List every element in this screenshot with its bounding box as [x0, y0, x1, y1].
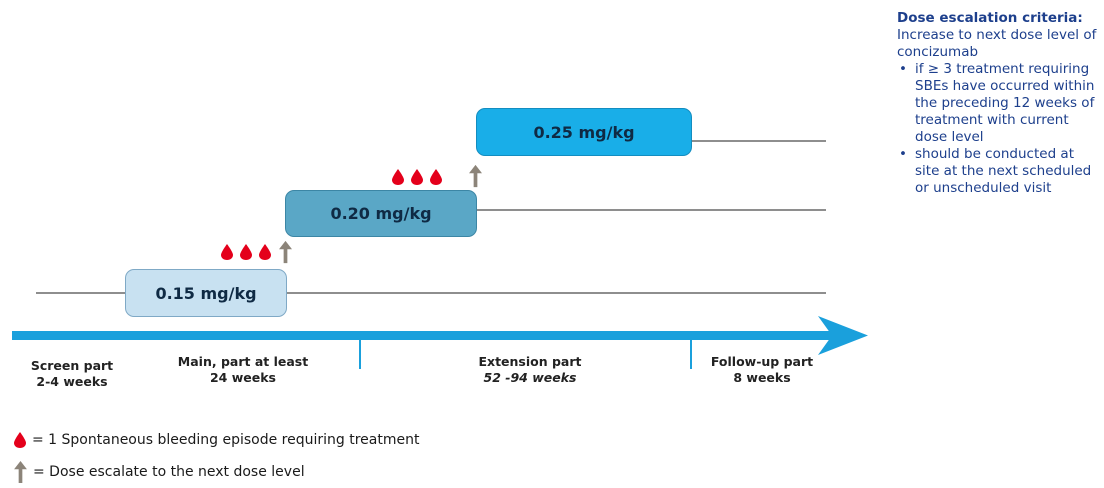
criteria-title: Dose escalation criteria: — [897, 10, 1083, 26]
timeline-tick-extension-end — [690, 335, 692, 369]
bleeding-drop-icon — [392, 169, 404, 185]
dose-box-025-label: 0.25 mg/kg — [533, 122, 635, 142]
phase-extension-duration: 52 -94 weeks — [483, 370, 577, 385]
escalation-arrow-icon — [469, 164, 482, 188]
dose-box-025: 0.25 mg/kg — [476, 108, 692, 156]
bleeding-drop-icon — [411, 169, 423, 185]
phase-main: Main, part at least 24 weeks — [168, 354, 318, 386]
dose-box-015-label: 0.15 mg/kg — [155, 283, 257, 303]
phase-main-duration: 24 weeks — [209, 370, 276, 385]
dose-level-2-line — [476, 209, 826, 211]
bleeding-drop-icon — [240, 244, 252, 260]
legend-drop-icon — [14, 432, 26, 448]
phase-extension: Extension part 52 -94 weeks — [455, 354, 605, 386]
legend-bleeding-text: = 1 Spontaneous bleeding episode requiri… — [32, 432, 420, 448]
phase-followup: Follow-up part 8 weeks — [692, 354, 832, 386]
phase-extension-title: Extension part — [478, 354, 582, 369]
phase-screen-title: Screen part — [30, 358, 114, 373]
criteria-bullet: should be conducted at site at the next … — [899, 146, 1102, 197]
timeline-tick-main-end — [359, 335, 361, 369]
criteria-subtitle: Increase to next dose level of concizuma… — [897, 27, 1097, 60]
criteria-list: if ≥ 3 treatment requiring SBEs have occ… — [897, 61, 1102, 197]
phase-followup-title: Follow-up part — [710, 354, 814, 369]
escalation-arrow-icon — [279, 240, 292, 264]
phase-screen: Screen part 2-4 weeks — [22, 358, 122, 390]
dose-escalation-criteria: Dose escalation criteria: Increase to ne… — [897, 10, 1102, 197]
dose-level-3-line — [692, 140, 826, 142]
legend-escalation: = Dose escalate to the next dose level — [14, 461, 305, 483]
bleeding-drop-icon — [221, 244, 233, 260]
bleeding-drop-icon — [430, 169, 442, 185]
legend-bleeding: = 1 Spontaneous bleeding episode requiri… — [14, 432, 419, 448]
phase-main-title: Main, part at least — [177, 354, 309, 369]
dose-box-015: 0.15 mg/kg — [125, 269, 287, 317]
phase-followup-duration: 8 weeks — [733, 370, 791, 385]
legend-escalation-text: = Dose escalate to the next dose level — [33, 464, 305, 480]
criteria-bullet: if ≥ 3 treatment requiring SBEs have occ… — [899, 61, 1102, 146]
timeline-bar — [12, 331, 832, 340]
timeline-arrowhead-icon — [818, 316, 868, 355]
dose-level-1-line — [36, 292, 826, 294]
phase-screen-duration: 2-4 weeks — [36, 374, 108, 389]
legend-arrow-icon — [14, 461, 27, 483]
dose-box-020-label: 0.20 mg/kg — [330, 204, 432, 223]
bleeding-drop-icon — [259, 244, 271, 260]
dose-box-020: 0.20 mg/kg — [285, 190, 477, 237]
